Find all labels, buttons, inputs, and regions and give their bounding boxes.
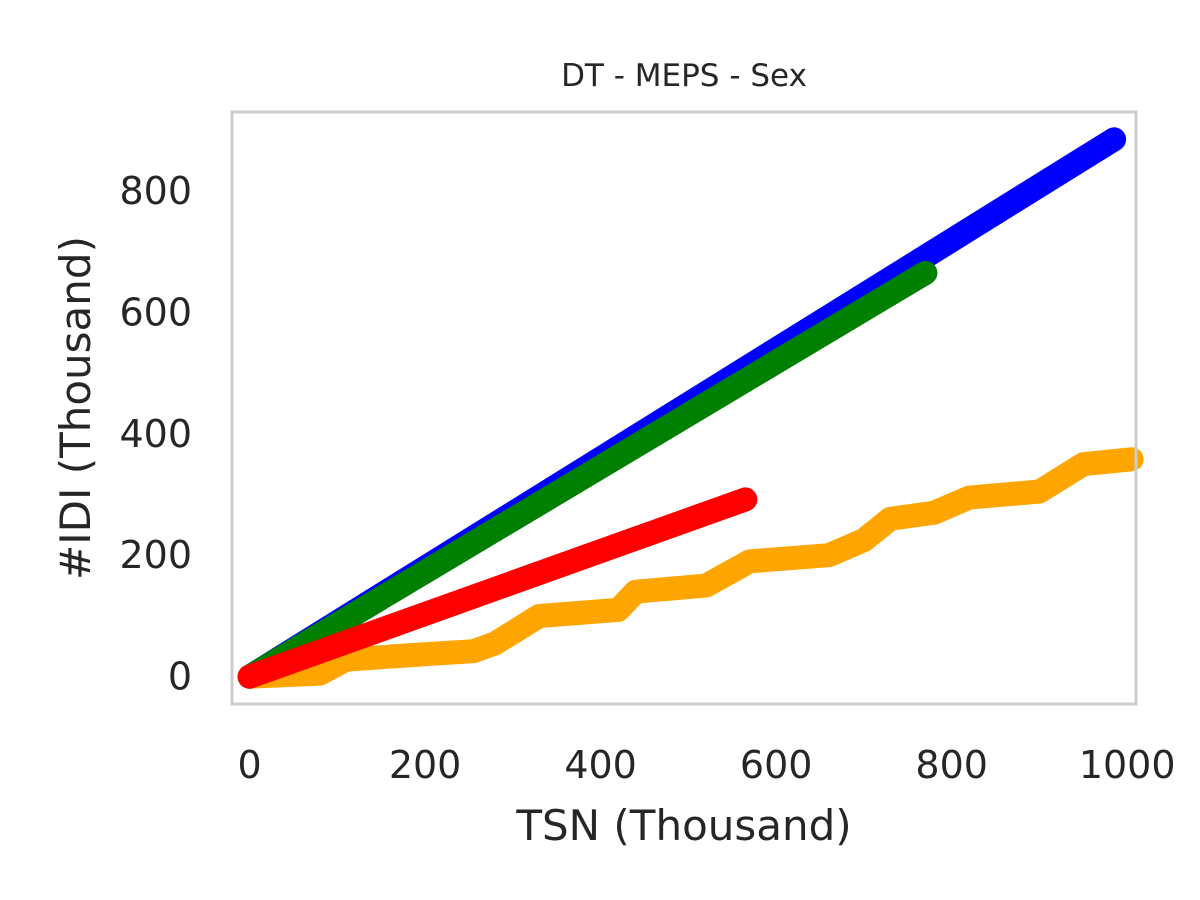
x-tick-label-1: 200 [389, 743, 462, 787]
y-tick-label-4: 800 [119, 169, 192, 213]
y-tick-label-3: 600 [119, 290, 192, 334]
x-tick-label-4: 800 [915, 743, 988, 787]
x-tick-label-0: 0 [238, 743, 262, 787]
x-tick-label-3: 600 [740, 743, 813, 787]
y-tick-label-0: 0 [168, 655, 192, 699]
x-axis-label: TSN (Thousand) [515, 801, 851, 850]
series-line-1 [237, 447, 1144, 689]
y-axis-label: #IDI (Thousand) [51, 236, 100, 580]
plot-frame [230, 110, 1138, 706]
series-layer [237, 127, 1144, 689]
chart-title: DT - MEPS - Sex [561, 58, 807, 94]
y-tick-label-2: 400 [119, 412, 192, 456]
x-tick-label-2: 400 [564, 743, 637, 787]
series-line-3 [237, 487, 758, 689]
tick-labels: 0 200 400 600 800 1000 0 200 400 600 800 [119, 169, 1175, 787]
y-tick-label-1: 200 [119, 533, 192, 577]
series-line-2 [237, 260, 938, 689]
x-tick-label-5: 1000 [1079, 743, 1176, 787]
